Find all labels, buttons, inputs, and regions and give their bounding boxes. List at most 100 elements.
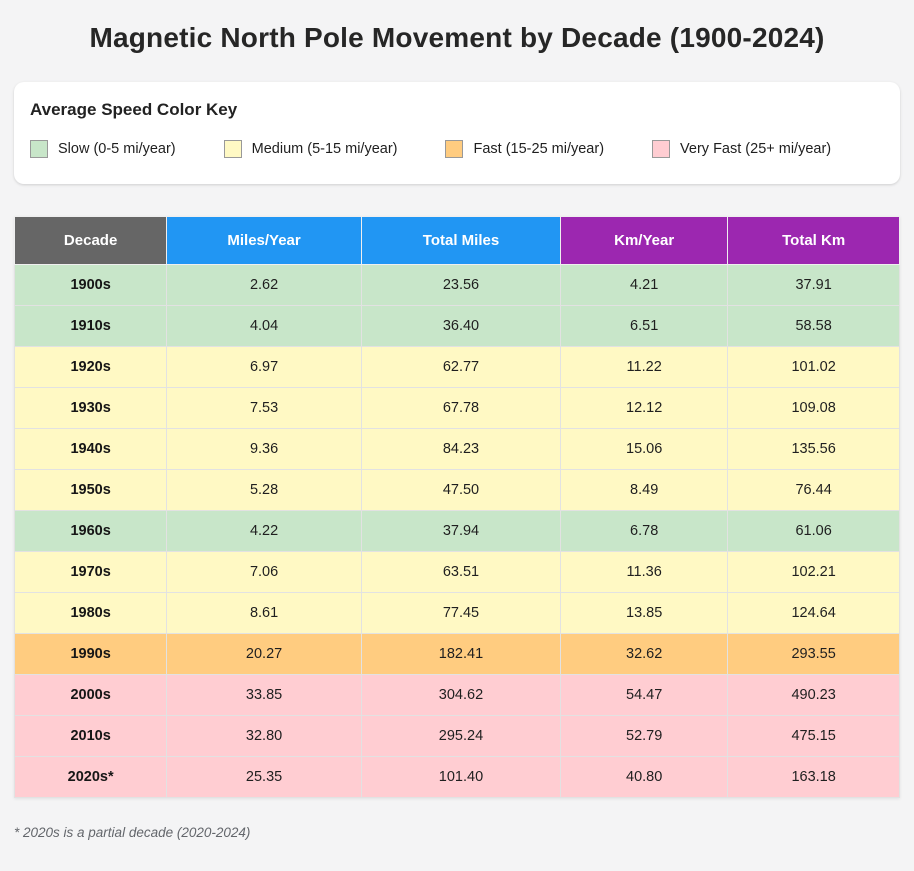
total-km-cell: 490.23 bbox=[727, 674, 900, 716]
miles-per-year-cell: 20.27 bbox=[166, 633, 362, 675]
km-per-year-cell: 32.62 bbox=[560, 633, 729, 675]
total-miles-cell: 304.62 bbox=[360, 674, 562, 716]
total-miles-cell: 36.40 bbox=[360, 305, 562, 347]
km-per-year-cell: 12.12 bbox=[560, 387, 729, 429]
total-miles-cell: 62.77 bbox=[360, 346, 562, 388]
miles-per-year-cell: 25.35 bbox=[166, 756, 362, 798]
total-km-cell: 163.18 bbox=[727, 756, 900, 798]
color-key-heading: Average Speed Color Key bbox=[30, 100, 238, 119]
total-km-cell: 61.06 bbox=[727, 510, 900, 552]
total-miles-cell: 67.78 bbox=[360, 387, 562, 429]
column-header-km-year: Km/Year bbox=[560, 216, 729, 265]
decade-cell: 2000s bbox=[13, 674, 168, 716]
total-miles-cell: 84.23 bbox=[360, 428, 562, 470]
legend-label: Slow (0-5 mi/year) bbox=[58, 141, 176, 157]
legend-item-slow: Slow (0-5 mi/year) bbox=[30, 140, 176, 158]
page: Magnetic North Pole Movement by Decade (… bbox=[13, 22, 900, 840]
table-row-1930s: 1930s 7.53 67.78 12.12 109.08 bbox=[13, 387, 900, 429]
miles-per-year-cell: 6.97 bbox=[166, 346, 362, 388]
total-km-cell: 37.91 bbox=[727, 264, 900, 306]
total-km-cell: 124.64 bbox=[727, 592, 900, 634]
km-per-year-cell: 11.22 bbox=[560, 346, 729, 388]
legend-items: Slow (0-5 mi/year) Medium (5-15 mi/year) F… bbox=[30, 140, 884, 158]
total-km-cell: 58.58 bbox=[727, 305, 900, 347]
km-per-year-cell: 11.36 bbox=[560, 551, 729, 593]
total-km-cell: 102.21 bbox=[727, 551, 900, 593]
very-fast-swatch-icon bbox=[652, 140, 671, 158]
total-km-cell: 109.08 bbox=[727, 387, 900, 429]
decade-cell: 1980s bbox=[13, 592, 168, 634]
slow-swatch-icon bbox=[30, 140, 48, 158]
table-row-1950s: 1950s 5.28 47.50 8.49 76.44 bbox=[13, 469, 900, 511]
miles-per-year-cell: 5.28 bbox=[166, 469, 362, 511]
legend-label: Medium (5-15 mi/year) bbox=[251, 141, 398, 157]
miles-per-year-cell: 4.22 bbox=[166, 510, 362, 552]
km-per-year-cell: 15.06 bbox=[560, 428, 729, 470]
miles-per-year-cell: 33.85 bbox=[166, 674, 362, 716]
total-miles-cell: 295.24 bbox=[360, 715, 562, 757]
decade-cell: 1940s bbox=[13, 428, 168, 470]
legend-item-fast: Fast (15-25 mi/year) bbox=[445, 140, 604, 158]
decade-cell: 2010s bbox=[13, 715, 168, 757]
fast-swatch-icon bbox=[445, 140, 464, 158]
total-miles-cell: 47.50 bbox=[360, 469, 562, 511]
column-header-miles-year: Miles/Year bbox=[166, 216, 362, 265]
decade-cell: 1960s bbox=[13, 510, 168, 552]
table-row-1980s: 1980s 8.61 77.45 13.85 124.64 bbox=[13, 592, 900, 634]
decade-cell: 1920s bbox=[13, 346, 168, 388]
total-km-cell: 76.44 bbox=[727, 469, 900, 511]
decade-cell: 1930s bbox=[13, 387, 168, 429]
table-row-1970s: 1970s 7.06 63.51 11.36 102.21 bbox=[13, 551, 900, 593]
decade-movement-table: Decade Miles/Year Total Miles Km/Year Total … bbox=[13, 216, 900, 798]
table-row-1940s: 1940s 9.36 84.23 15.06 135.56 bbox=[13, 428, 900, 470]
km-per-year-cell: 4.21 bbox=[560, 264, 729, 306]
total-miles-cell: 37.94 bbox=[360, 510, 562, 552]
miles-per-year-cell: 2.62 bbox=[166, 264, 362, 306]
column-header-decade: Decade bbox=[13, 216, 168, 265]
table-row-1990s: 1990s 20.27 182.41 32.62 293.55 bbox=[13, 633, 900, 675]
km-per-year-cell: 6.78 bbox=[560, 510, 729, 552]
total-miles-cell: 77.45 bbox=[360, 592, 562, 634]
color-key-card: Average Speed Color Key Slow (0-5 mi/yea… bbox=[14, 82, 900, 184]
km-per-year-cell: 6.51 bbox=[560, 305, 729, 347]
miles-per-year-cell: 8.61 bbox=[166, 592, 362, 634]
table-row-2000s: 2000s 33.85 304.62 54.47 490.23 bbox=[13, 674, 900, 716]
miles-per-year-cell: 32.80 bbox=[166, 715, 362, 757]
km-per-year-cell: 54.47 bbox=[560, 674, 729, 716]
table-row-1900s: 1900s 2.62 23.56 4.21 37.91 bbox=[13, 264, 900, 306]
decade-cell: 1900s bbox=[13, 264, 168, 306]
decade-cell: 2020s* bbox=[13, 756, 168, 798]
miles-per-year-cell: 7.53 bbox=[166, 387, 362, 429]
legend-label: Very Fast (25+ mi/year) bbox=[680, 141, 832, 157]
total-miles-cell: 182.41 bbox=[360, 633, 562, 675]
decade-cell: 1970s bbox=[13, 551, 168, 593]
table-header-row: Decade Miles/Year Total Miles Km/Year Total … bbox=[13, 216, 900, 265]
table-row-1920s: 1920s 6.97 62.77 11.22 101.02 bbox=[13, 346, 900, 388]
km-per-year-cell: 40.80 bbox=[560, 756, 729, 798]
table-footnote: * 2020s is a partial decade (2020-2024) bbox=[14, 825, 251, 840]
column-header-total-miles: Total Miles bbox=[360, 216, 562, 265]
table-row-1960s: 1960s 4.22 37.94 6.78 61.06 bbox=[13, 510, 900, 552]
table-row-1910s: 1910s 4.04 36.40 6.51 58.58 bbox=[13, 305, 900, 347]
table-row-2020s: 2020s* 25.35 101.40 40.80 163.18 bbox=[13, 756, 900, 798]
miles-per-year-cell: 4.04 bbox=[166, 305, 362, 347]
miles-per-year-cell: 9.36 bbox=[166, 428, 362, 470]
page-title: Magnetic North Pole Movement by Decade (… bbox=[89, 22, 825, 53]
legend-item-medium: Medium (5-15 mi/year) bbox=[223, 140, 398, 158]
total-miles-cell: 101.40 bbox=[360, 756, 562, 798]
total-km-cell: 135.56 bbox=[727, 428, 900, 470]
km-per-year-cell: 13.85 bbox=[560, 592, 729, 634]
decade-cell: 1990s bbox=[13, 633, 168, 675]
decade-cell: 1950s bbox=[13, 469, 168, 511]
legend-label: Fast (15-25 mi/year) bbox=[473, 141, 605, 157]
total-km-cell: 475.15 bbox=[727, 715, 900, 757]
total-miles-cell: 63.51 bbox=[360, 551, 562, 593]
km-per-year-cell: 8.49 bbox=[560, 469, 729, 511]
km-per-year-cell: 52.79 bbox=[560, 715, 729, 757]
total-km-cell: 101.02 bbox=[727, 346, 900, 388]
total-miles-cell: 23.56 bbox=[360, 264, 562, 306]
table-row-2010s: 2010s 32.80 295.24 52.79 475.15 bbox=[13, 715, 900, 757]
total-km-cell: 293.55 bbox=[727, 633, 900, 675]
column-header-total-km: Total Km bbox=[727, 216, 900, 265]
legend-item-very-fast: Very Fast (25+ mi/year) bbox=[652, 140, 831, 158]
